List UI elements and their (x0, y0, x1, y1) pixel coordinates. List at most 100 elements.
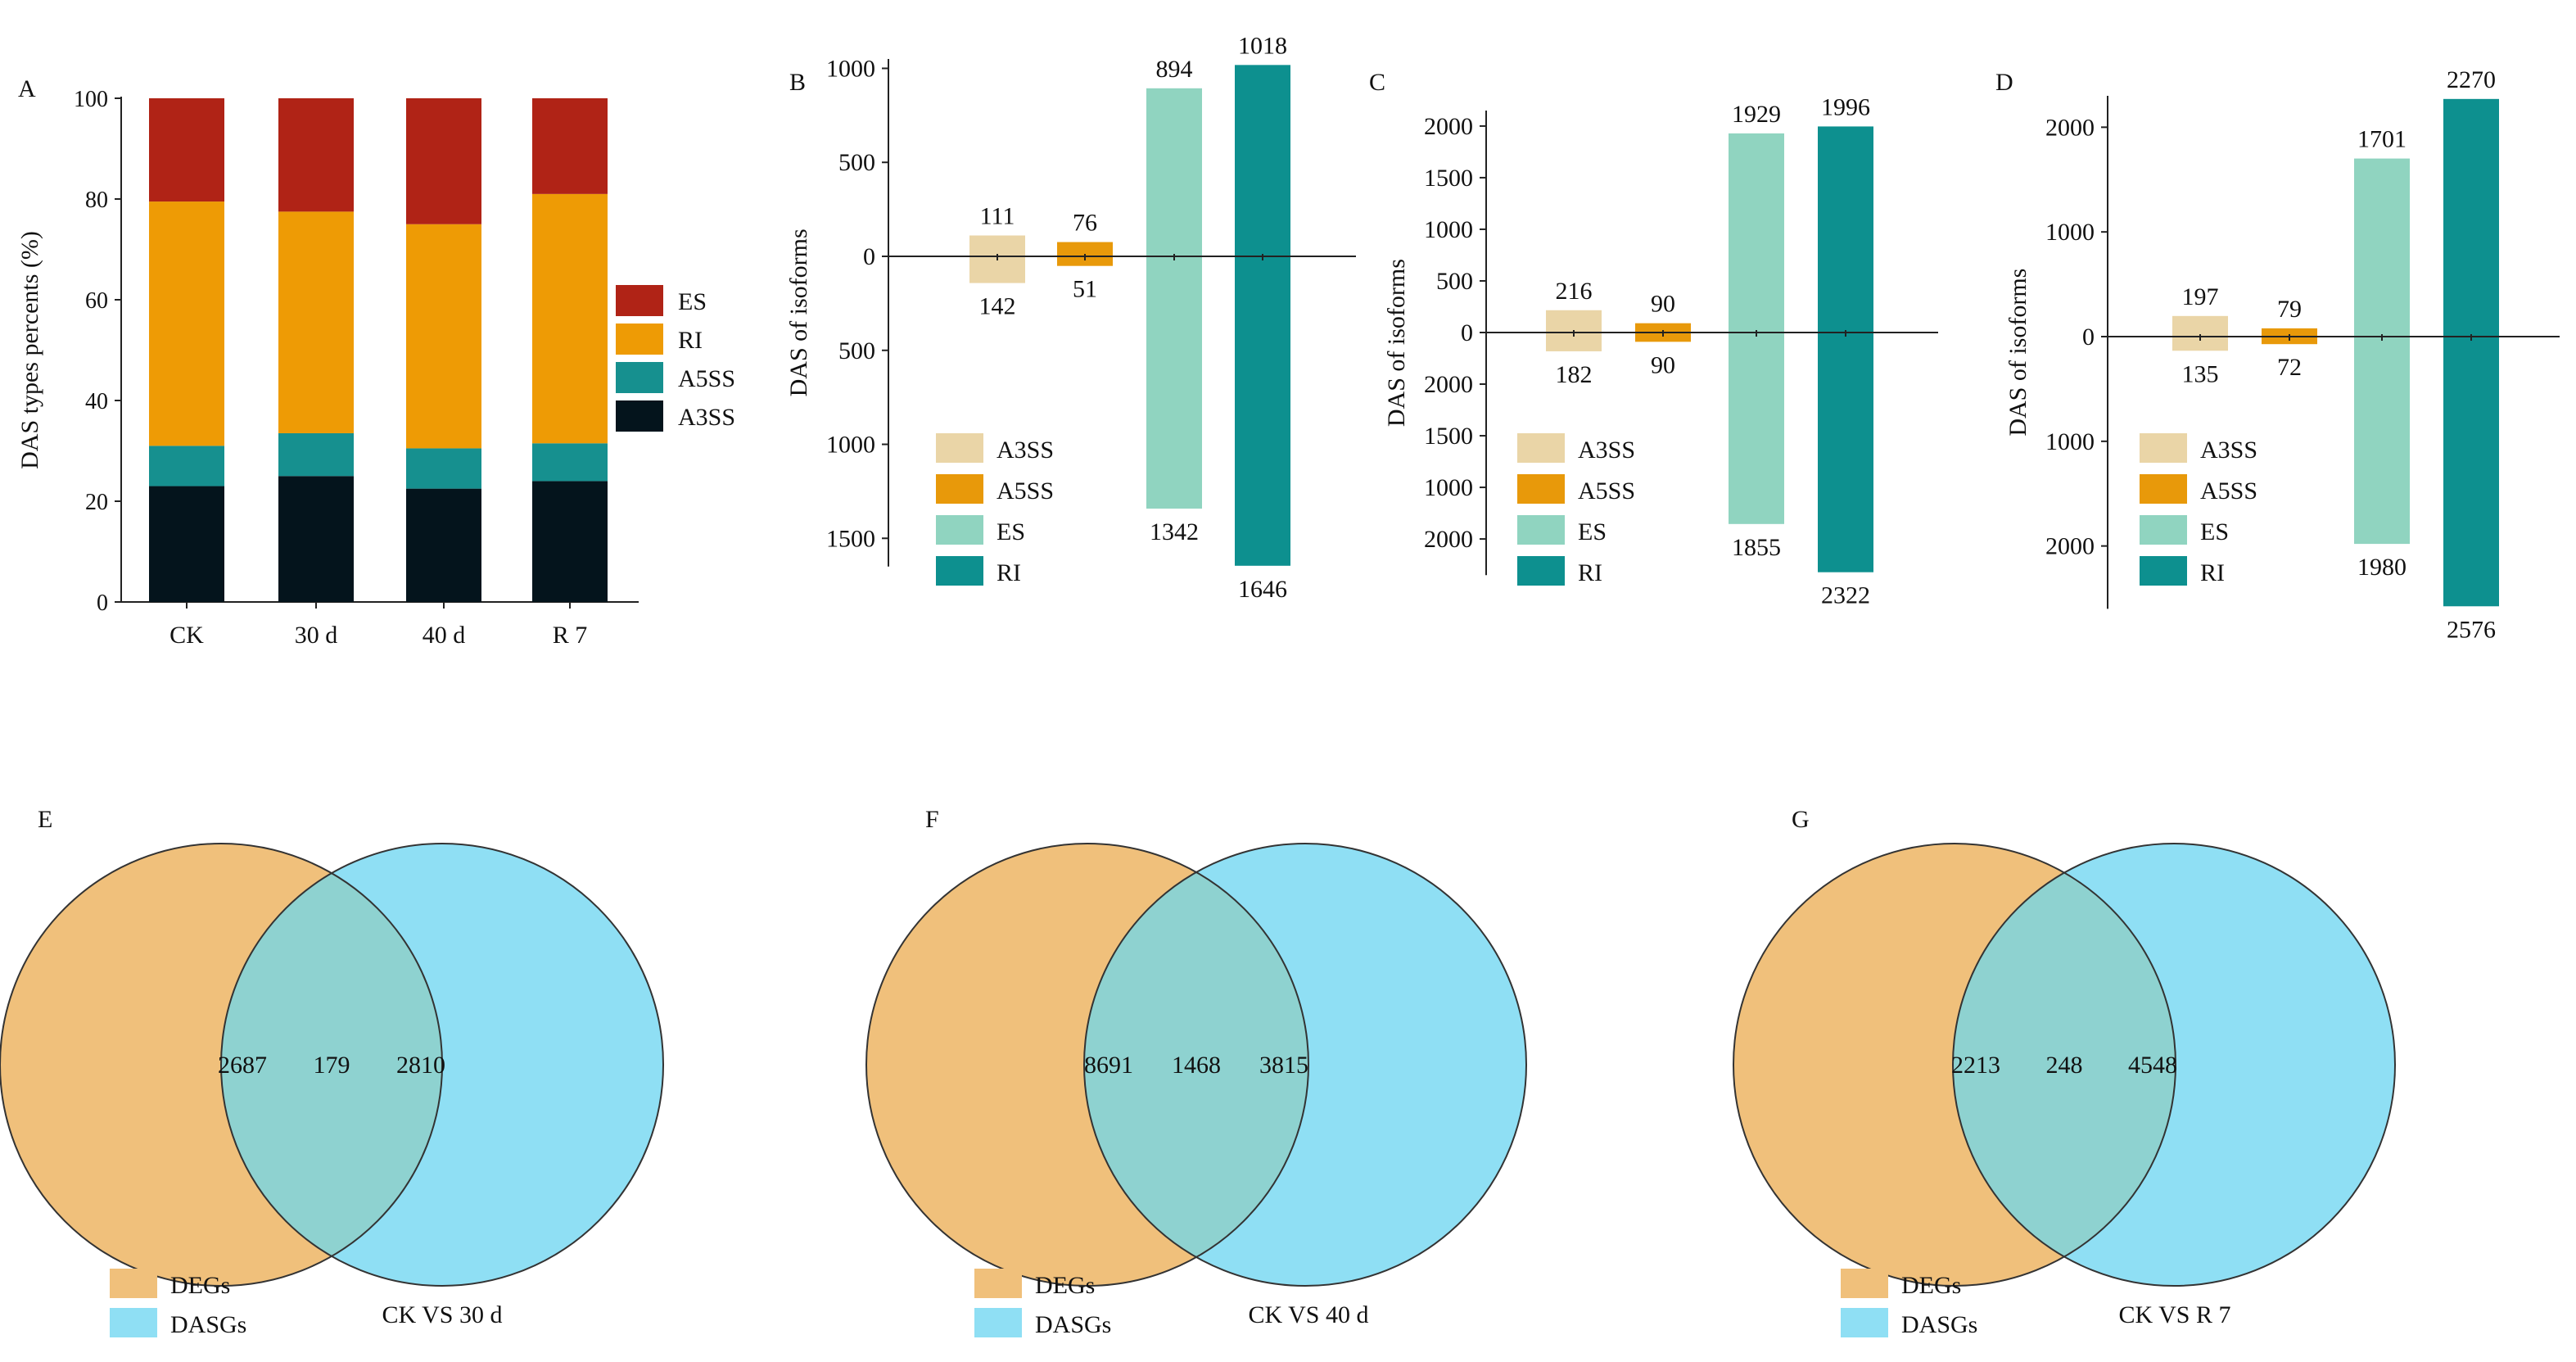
panel-label-f: F (925, 806, 939, 833)
data-label-d-down: 2576 (2447, 616, 2496, 643)
legend-label-c: A3SS (1578, 437, 1635, 464)
legend-label-d: ES (2200, 518, 2229, 545)
legend-swatch-b-a5ss (936, 474, 983, 504)
y-axis-title-c: DAS of isoforms (1383, 259, 1410, 427)
venn-count-left-g: 2213 (1951, 1052, 2000, 1079)
bar-a-a3ss (532, 481, 608, 602)
venn-outline-degs-e (0, 843, 443, 1287)
bar-b-a3ss-up (969, 235, 1025, 256)
bar-b-ri-up (1235, 65, 1290, 257)
venn-outline-degs-f (865, 843, 1309, 1287)
y-tick-label-c: 1000 (1424, 474, 1473, 501)
bar-d-ri-down (2443, 337, 2499, 607)
y-tick-label-b: 500 (838, 149, 875, 176)
panel-g: G 2213 248 4548 DEGs DASGs CK VS R 7 (1733, 806, 2396, 1338)
bar-a-es (532, 98, 608, 194)
y-tick-label-b: 1000 (826, 432, 875, 459)
bar-c-a5ss-up (1635, 323, 1691, 333)
legend-label-d: A5SS (2200, 477, 2257, 505)
bar-d-ri-up (2443, 98, 2499, 337)
bar-d-es-up (2354, 158, 2410, 337)
bar-a-es (149, 98, 224, 202)
legend-swatch-d-a5ss (2140, 474, 2187, 504)
venn-count-left-f: 8691 (1084, 1052, 1133, 1079)
legend-label-b: A3SS (997, 437, 1054, 464)
data-label-c-up: 90 (1651, 291, 1675, 318)
venn-overlap-g (1953, 844, 2176, 1286)
y-tick-label-a: 100 (74, 87, 108, 112)
bar-b-a5ss-down (1057, 256, 1113, 266)
data-label-b-down: 1646 (1238, 576, 1287, 603)
x-tick-label-a: R 7 (553, 622, 588, 649)
bar-a-a5ss (532, 443, 608, 482)
bar-a-a5ss (278, 432, 354, 477)
legend-swatch-d-es (2140, 515, 2187, 545)
panel-label-d: D (1995, 69, 2013, 96)
data-label-c-down: 1855 (1732, 534, 1781, 561)
legend-swatch-e-dasgs (110, 1308, 157, 1337)
legend-swatch-d-ri (2140, 556, 2187, 586)
venn-count-left-e: 2687 (218, 1052, 267, 1079)
panel-b: B 1000 500 0 500 1000 1500 DAS of isoforms 111 14… (785, 32, 1356, 603)
y-tick-label-c: 2000 (1424, 113, 1473, 140)
y-tick-label-c: 2000 (1424, 371, 1473, 398)
legend-swatch-f-degs (974, 1269, 1022, 1298)
y-tick-label-b: 1000 (826, 55, 875, 82)
y-tick-label-c: 1000 (1424, 216, 1473, 243)
y-tick-label-a: 80 (85, 188, 108, 213)
data-label-b-up: 894 (1156, 56, 1193, 83)
data-label-d-up: 1701 (2357, 126, 2407, 153)
legend-label-g: DEGs (1901, 1272, 1961, 1299)
legend-label-f: DEGs (1035, 1272, 1095, 1299)
y-tick-label-a: 60 (85, 288, 108, 314)
data-label-b-up: 76 (1073, 210, 1097, 237)
data-label-d-up: 79 (2277, 296, 2302, 323)
bar-a-ri (149, 201, 224, 446)
bar-d-a5ss-up (2262, 328, 2317, 337)
legend-swatch-b-ri (936, 556, 983, 586)
data-label-d-down: 1980 (2357, 554, 2407, 581)
venn-outline-dasgs-e (220, 843, 664, 1287)
panel-label-c: C (1369, 69, 1385, 96)
legend-swatch-a-es (616, 285, 663, 316)
legend-label-b: ES (997, 518, 1025, 545)
legend-label-c: A5SS (1578, 477, 1635, 505)
venn-title-e: CK VS 30 d (382, 1301, 503, 1328)
y-tick-label-c: 2000 (1424, 526, 1473, 553)
panel-a: A 0 20 40 60 80 100 DAS types percents (%) CK 30 … (16, 75, 735, 649)
y-tick-label-a: 0 (97, 591, 108, 616)
y-tick-label-c: 1500 (1424, 423, 1473, 450)
data-label-b-down: 142 (979, 293, 1016, 320)
legend-swatch-d-a3ss (2140, 433, 2187, 463)
legend-swatch-a-a3ss (616, 400, 663, 432)
panel-label-g: G (1792, 806, 1810, 833)
legend-swatch-g-degs (1841, 1269, 1888, 1298)
legend-label-a: RI (678, 327, 703, 354)
bar-b-es-up (1146, 88, 1202, 256)
legend-label-a: ES (678, 288, 707, 315)
venn-title-f: CK VS 40 d (1249, 1301, 1369, 1328)
data-label-c-up: 216 (1556, 278, 1593, 305)
y-tick-label-b: 0 (863, 243, 875, 270)
data-label-b-up: 1018 (1238, 32, 1287, 59)
venn-title-g: CK VS R 7 (2119, 1301, 2231, 1328)
bar-c-a3ss-down (1546, 333, 1602, 351)
data-label-b-down: 1342 (1150, 518, 1199, 545)
bar-a-a3ss (406, 488, 481, 602)
legend-label-c: RI (1578, 559, 1602, 586)
data-label-d-down: 135 (2182, 360, 2219, 387)
venn-count-right-e: 2810 (396, 1052, 445, 1079)
legend-swatch-c-es (1517, 515, 1565, 545)
bar-c-es-down (1729, 333, 1784, 524)
venn-count-overlap-e: 179 (314, 1052, 350, 1079)
legend-swatch-a-ri (616, 324, 663, 355)
bar-d-es-down (2354, 337, 2410, 545)
y-axis-title-a: DAS types percents (%) (16, 231, 43, 469)
legend-swatch-g-dasgs (1841, 1308, 1888, 1337)
data-label-c-up: 1929 (1732, 101, 1781, 128)
bar-b-a5ss-up (1057, 242, 1113, 256)
legend-label-g: DASGs (1901, 1311, 1977, 1338)
data-label-d-down: 72 (2277, 354, 2302, 381)
y-axis-title-b: DAS of isoforms (785, 229, 812, 396)
bar-b-es-down (1146, 256, 1202, 509)
